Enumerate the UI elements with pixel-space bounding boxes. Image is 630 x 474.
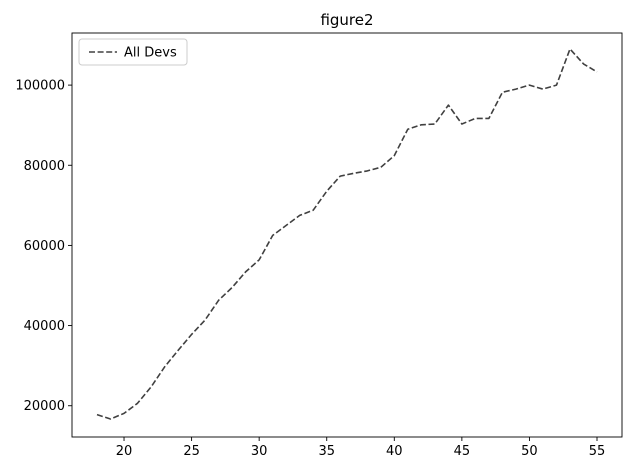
- x-tick-label: 25: [183, 444, 200, 459]
- series-line-all-devs: [97, 49, 597, 419]
- chart-title: figure2: [320, 11, 373, 29]
- legend: All Devs: [79, 39, 187, 65]
- y-tick-label: 40000: [24, 319, 65, 334]
- x-tick-label: 45: [454, 444, 471, 459]
- x-tick-label: 30: [251, 444, 268, 459]
- x-tick-label: 20: [116, 444, 133, 459]
- series-layer: [97, 49, 597, 419]
- x-tick-label: 55: [589, 444, 606, 459]
- y-tick-label: 100000: [15, 79, 65, 94]
- x-tick-label: 35: [318, 444, 335, 459]
- y-tick-label: 60000: [24, 239, 65, 254]
- x-tick-label: 40: [386, 444, 403, 459]
- y-tick-label: 20000: [24, 399, 65, 414]
- plot-area-frame: [72, 33, 622, 437]
- axis-ticks: 20 25 30 35 40 45 50 55 20000 40000 60000 80000 1000…: [15, 79, 605, 459]
- x-tick-label: 50: [521, 444, 538, 459]
- y-tick-label: 80000: [24, 159, 65, 174]
- legend-label-all-devs: All Devs: [124, 46, 177, 61]
